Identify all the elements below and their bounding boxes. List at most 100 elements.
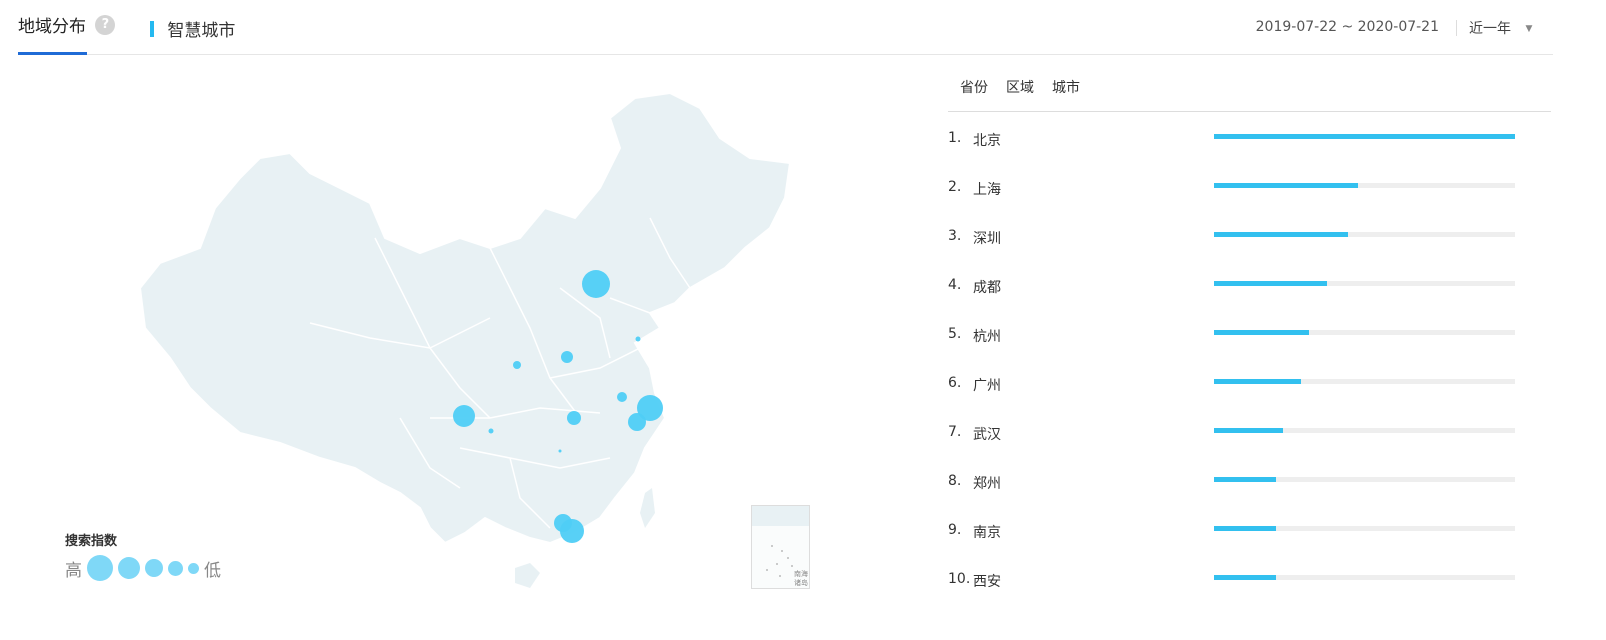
bubble-layer <box>453 270 663 543</box>
help-icon[interactable]: ? <box>95 14 116 35</box>
tab-city[interactable]: 城市 <box>1052 80 1080 96</box>
rank-city-name: 郑州 <box>973 476 1001 492</box>
city-bubble-wuhan[interactable] <box>567 411 581 425</box>
rank-bar-track <box>1214 379 1515 384</box>
city-bubble-changsha[interactable] <box>558 449 562 453</box>
city-bubble-shenzhen[interactable] <box>560 519 584 543</box>
city-bubble-nanjing[interactable] <box>617 392 627 402</box>
legend-dot-4 <box>168 560 183 576</box>
rank-bar-fill <box>1214 379 1302 384</box>
rank-bar-fill <box>1214 330 1309 335</box>
legend-dot-5 <box>188 562 199 574</box>
tab-region-distribution[interactable]: 地域分布 ? <box>18 12 116 55</box>
period-value: 近一年 <box>1469 21 1511 37</box>
rank-city-name: 武汉 <box>973 427 1001 443</box>
ranking-panel: 省份 区域 城市 1. 北京 2. 上海 3. 深圳 4. 成都 5. 杭州 6. 广州 7. 武汉 8. 郑… <box>948 70 1551 602</box>
rank-bar-fill <box>1214 134 1515 139</box>
legend-dot-3 <box>145 559 163 577</box>
rank-item[interactable]: 9. 南京 <box>948 504 1551 553</box>
rank-bar-track <box>1214 134 1515 139</box>
rank-item[interactable]: 10. 西安 <box>948 553 1551 602</box>
rank-city-name: 北京 <box>973 133 1001 149</box>
legend-title: 搜索指数 <box>65 534 118 549</box>
rank-city-name: 广州 <box>973 378 1001 394</box>
city-bubble-hangzhou[interactable] <box>628 413 646 431</box>
inset-label-2: 诸岛 <box>794 578 808 587</box>
rank-city-name: 南京 <box>973 525 1001 541</box>
rank-number: 2. <box>948 179 962 195</box>
inset-svg: 南海 诸岛 <box>752 506 809 587</box>
rank-item[interactable]: 6. 广州 <box>948 357 1551 406</box>
city-bubble-zhengzhou[interactable] <box>561 351 573 363</box>
rank-bar-track <box>1214 232 1515 237</box>
legend-dot-1 <box>87 555 113 581</box>
rank-bar-fill <box>1214 183 1359 188</box>
tab-label: 地域分布 <box>18 17 86 37</box>
city-bubble-chengdu[interactable] <box>453 405 475 427</box>
rank-number: 8. <box>948 473 962 489</box>
legend-high-label: 高 <box>65 560 82 581</box>
rank-item[interactable]: 2. 上海 <box>948 161 1551 210</box>
rank-city-name: 深圳 <box>973 231 1001 247</box>
south-china-sea-inset: 南海 诸岛 <box>751 505 810 589</box>
keyword-label: 智慧城市 <box>167 21 236 41</box>
rank-number: 4. <box>948 277 962 293</box>
rank-number: 1. <box>948 130 962 146</box>
rank-bar-fill <box>1214 428 1284 433</box>
rank-number: 7. <box>948 424 962 440</box>
rank-item[interactable]: 7. 武汉 <box>948 406 1551 455</box>
rank-bar-track <box>1214 575 1515 580</box>
date-range[interactable]: 2019-07-22 ~ 2020-07-21 <box>1255 19 1439 35</box>
rank-bar-fill <box>1214 526 1276 531</box>
rank-number: 3. <box>948 228 962 244</box>
rank-city-name: 杭州 <box>973 329 1001 345</box>
rank-bar-track <box>1214 526 1515 531</box>
header-bar: 地域分布 ? 智慧城市 2019-07-22 ~ 2020-07-21 近一年 … <box>18 0 1553 55</box>
city-bubble-qingdao[interactable] <box>635 336 641 342</box>
city-bubble-chongqing[interactable] <box>488 428 494 434</box>
inset-label-1: 南海 <box>794 569 808 578</box>
hainan-island <box>515 563 540 588</box>
rank-bar-track <box>1214 183 1515 188</box>
keyword-color-bar <box>150 20 154 37</box>
rank-city-name: 成都 <box>973 280 1001 296</box>
legend-dot-2 <box>118 557 140 579</box>
rank-number: 5. <box>948 326 962 342</box>
rank-bar-track <box>1214 428 1515 433</box>
rank-bar-fill <box>1214 281 1327 286</box>
rank-item[interactable]: 4. 成都 <box>948 259 1551 308</box>
rank-item[interactable]: 3. 深圳 <box>948 210 1551 259</box>
legend-low-label: 低 <box>204 560 221 581</box>
map-svg <box>138 91 792 588</box>
rank-list: 1. 北京 2. 上海 3. 深圳 4. 成都 5. 杭州 6. 广州 7. 武汉 8. 郑州 9. 南京 10. 西… <box>948 112 1551 602</box>
rank-bar-track <box>1214 330 1515 335</box>
rank-item[interactable]: 5. 杭州 <box>948 308 1551 357</box>
tab-province[interactable]: 省份 <box>960 80 988 96</box>
province-borders <box>309 217 691 529</box>
china-map <box>130 88 820 598</box>
rank-bar-fill <box>1214 232 1348 237</box>
map-legend: 搜索指数 高 低 <box>65 530 221 581</box>
divider <box>1456 20 1457 36</box>
period-dropdown[interactable]: 近一年 ▼ <box>1469 18 1553 38</box>
rank-city-name: 上海 <box>973 182 1001 198</box>
rank-bar-track <box>1214 477 1515 482</box>
rank-number: 9. <box>948 522 962 538</box>
rank-city-name: 西安 <box>973 574 1001 590</box>
rank-tabs: 省份 区域 城市 <box>948 70 1551 112</box>
rank-item[interactable]: 1. 北京 <box>948 112 1551 161</box>
rank-item[interactable]: 8. 郑州 <box>948 455 1551 504</box>
rank-number: 6. <box>948 375 962 391</box>
rank-bar-track <box>1214 281 1515 286</box>
china-landmass <box>138 91 792 545</box>
legend-scale: 高 低 <box>65 555 221 581</box>
city-bubble-beijing[interactable] <box>582 270 610 298</box>
caret-down-icon: ▼ <box>1525 24 1533 34</box>
city-bubble-shanghai[interactable] <box>637 395 663 421</box>
rank-number: 10. <box>948 571 971 587</box>
tab-region[interactable]: 区域 <box>1006 80 1034 96</box>
city-bubble-xian[interactable] <box>513 361 521 369</box>
rank-bar-fill <box>1214 477 1276 482</box>
keyword-tag: 智慧城市 <box>150 16 235 41</box>
taiwan-island <box>640 488 655 528</box>
